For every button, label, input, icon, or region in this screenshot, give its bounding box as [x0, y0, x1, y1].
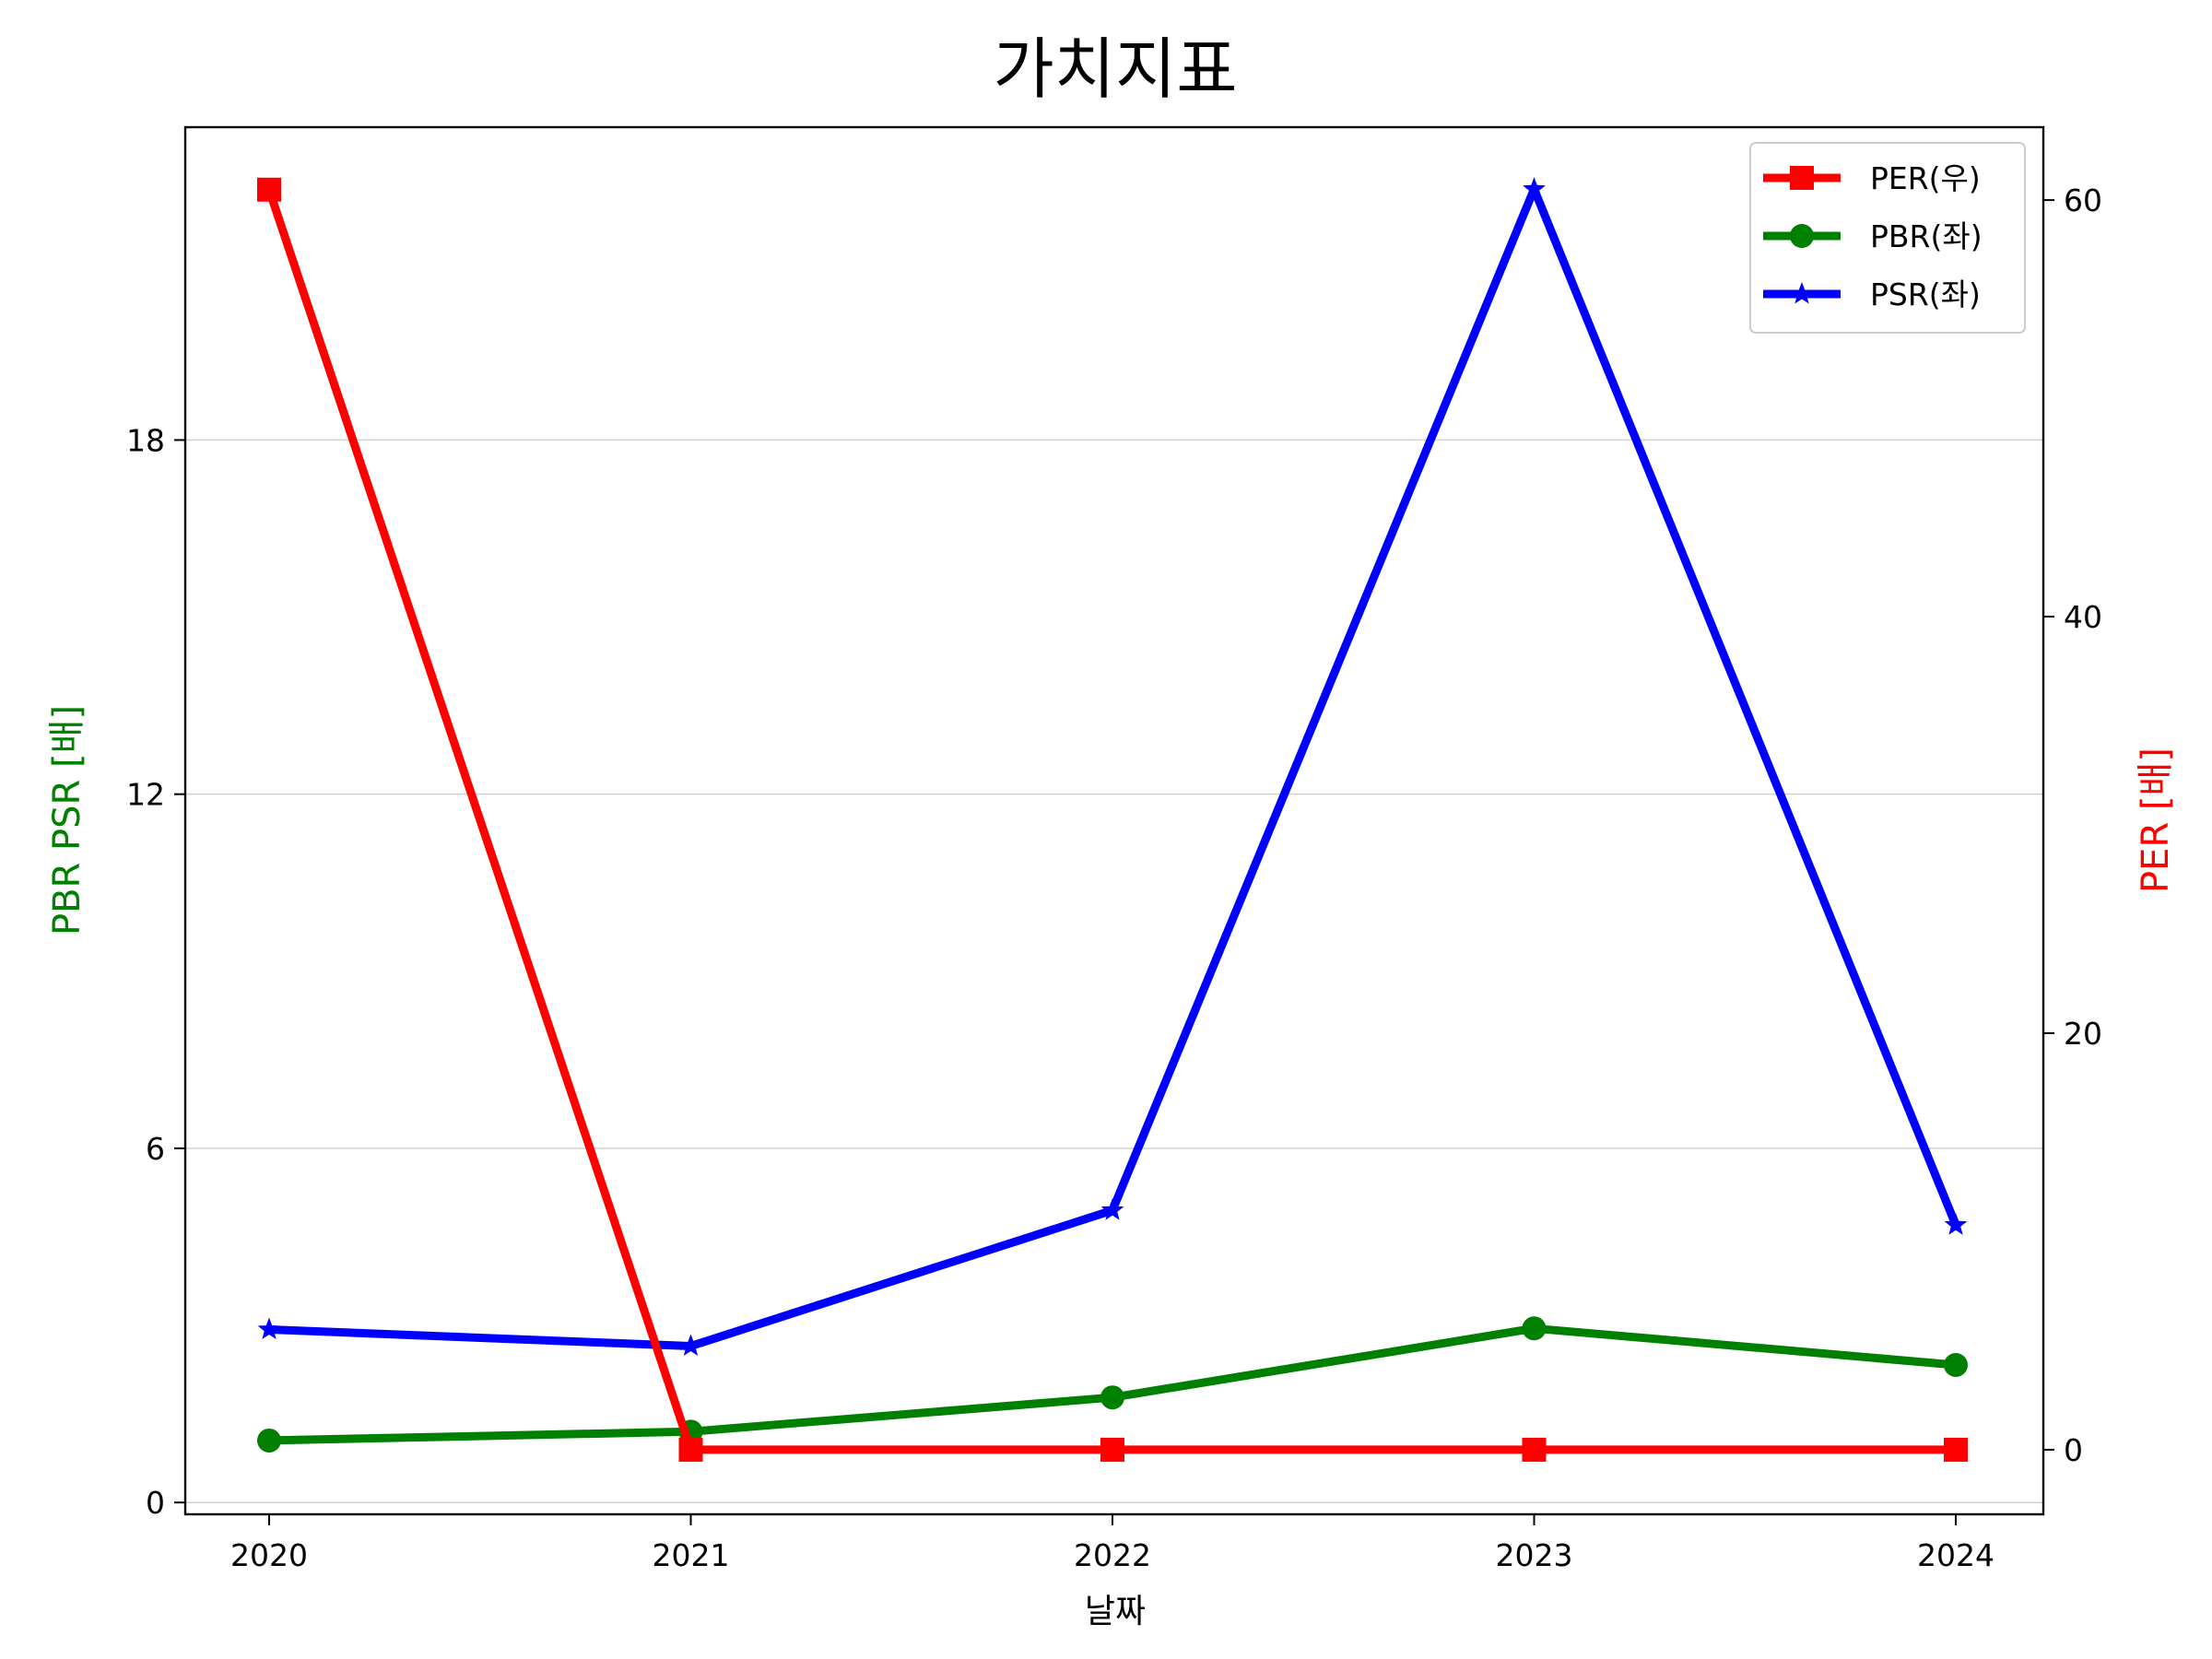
data-point [1522, 1437, 1547, 1462]
legend-swatch-marker [1790, 282, 1814, 304]
legend-swatch-marker [1790, 166, 1814, 190]
series-square [257, 177, 1968, 1462]
legend-item: PBR(좌) [1763, 218, 1983, 254]
x-tick-label: 2022 [1074, 1537, 1151, 1573]
x-tick-label: 2024 [1917, 1537, 1994, 1573]
legend-label: PSR(좌) [1870, 276, 1981, 312]
y-axis-right-label: PER [배] [2135, 747, 2177, 893]
legend-label: PER(우) [1870, 160, 1981, 196]
series-layer [257, 177, 1968, 1462]
y-axis-right: 0 20 40 60 [2043, 182, 2102, 1468]
x-tick-label: 2020 [230, 1537, 308, 1573]
data-point [679, 1334, 702, 1356]
legend: PER(우) PBR(좌) PSR(좌) [1749, 142, 2026, 334]
legend-swatch-marker [1790, 224, 1814, 248]
data-point [1522, 1316, 1547, 1341]
chart-title: 가치지표 [994, 30, 1238, 108]
legend-box [1749, 142, 2026, 334]
legend-item: PER(우) [1763, 160, 1981, 196]
y-left-tick-label: 0 [146, 1485, 165, 1521]
x-axis: 2020 2021 2022 2023 2024 [230, 1514, 1994, 1573]
legend-item: PSR(좌) [1763, 276, 1981, 312]
series-star [257, 177, 1968, 1356]
data-point [1944, 1213, 1968, 1235]
data-point [1944, 1352, 1968, 1377]
y-left-tick-label: 12 [126, 777, 165, 813]
legend-label: PBR(좌) [1870, 218, 1983, 254]
data-point [1523, 177, 1546, 199]
data-point [1944, 1437, 1968, 1462]
x-tick-label: 2023 [1496, 1537, 1573, 1573]
x-tick-label: 2021 [653, 1537, 730, 1573]
data-point [678, 1437, 703, 1462]
y-left-tick-label: 18 [126, 422, 165, 458]
data-point [1100, 1198, 1124, 1220]
data-point [257, 1428, 281, 1453]
y-right-tick-label: 0 [2064, 1432, 2083, 1468]
y-axis-left: 0 6 12 18 [126, 422, 185, 1521]
x-axis-label: 날짜 [1085, 1593, 1146, 1630]
y-left-tick-label: 6 [146, 1131, 165, 1167]
series-line [268, 184, 1960, 1350]
y-right-tick-label: 20 [2064, 1016, 2102, 1052]
series-line [265, 188, 1956, 1454]
series-line [268, 1324, 1957, 1445]
data-point [1100, 1385, 1124, 1410]
grid-lines [185, 439, 2043, 1503]
plot-frame [183, 125, 2045, 1516]
data-point [257, 1317, 281, 1340]
data-point [257, 177, 281, 202]
y-right-tick-label: 60 [2064, 182, 2102, 218]
data-point [1100, 1437, 1124, 1462]
series-circle [257, 1316, 1968, 1453]
y-right-tick-label: 40 [2064, 599, 2102, 635]
y-axis-left-label: PBR PSR [배] [46, 705, 88, 935]
